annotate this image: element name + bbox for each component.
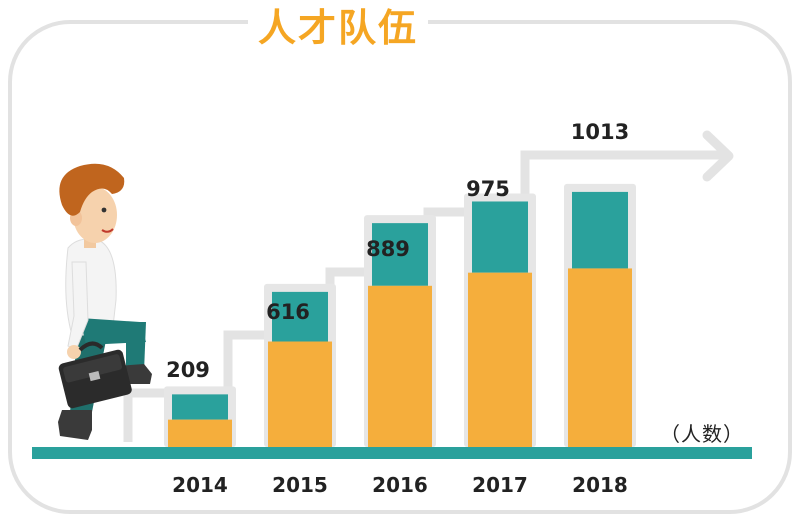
value-label-2014: 209: [166, 358, 210, 382]
ground-line: [32, 447, 752, 459]
bar-bottom-2017: [468, 272, 532, 447]
back-shoe: [58, 410, 92, 440]
eye: [101, 207, 107, 213]
category-label-2018: 2018: [572, 473, 628, 497]
page-title: 人才队伍: [248, 2, 429, 54]
category-labels-layer: 2014 2015 2016 2017 2018: [172, 473, 628, 497]
bar-top-2016: [372, 223, 428, 286]
bar-bottom-2015: [268, 341, 332, 447]
businessman-illustration: [58, 163, 152, 440]
value-label-2017: 975: [466, 177, 510, 201]
category-label-2014: 2014: [172, 473, 228, 497]
bar-top-2017: [472, 201, 528, 273]
briefcase-icon: [58, 349, 132, 409]
mouth: [101, 228, 114, 233]
bar-top-2014: [172, 394, 228, 420]
briefcase-handle: [78, 341, 104, 352]
bar-top-2018: [572, 191, 628, 269]
category-label-2015: 2015: [272, 473, 328, 497]
unit-label: （人数）: [660, 422, 744, 446]
bars-layer: [164, 183, 636, 447]
bar-bottom-2014: [168, 419, 232, 447]
front-shin: [126, 322, 146, 372]
bar-bottom-2018: [568, 268, 632, 447]
hair: [59, 163, 125, 216]
arrow-head: [702, 130, 734, 182]
category-label-2017: 2017: [472, 473, 528, 497]
value-label-2018: 1013: [571, 120, 629, 144]
value-label-2016: 889: [366, 237, 410, 261]
value-label-2015: 616: [266, 300, 310, 324]
value-labels-layer: 209 616 889 975 1013: [166, 120, 629, 382]
bar-top-2015: [272, 291, 328, 342]
hand: [67, 345, 81, 359]
category-label-2016: 2016: [372, 473, 428, 497]
bar-bottom-2016: [368, 285, 432, 447]
